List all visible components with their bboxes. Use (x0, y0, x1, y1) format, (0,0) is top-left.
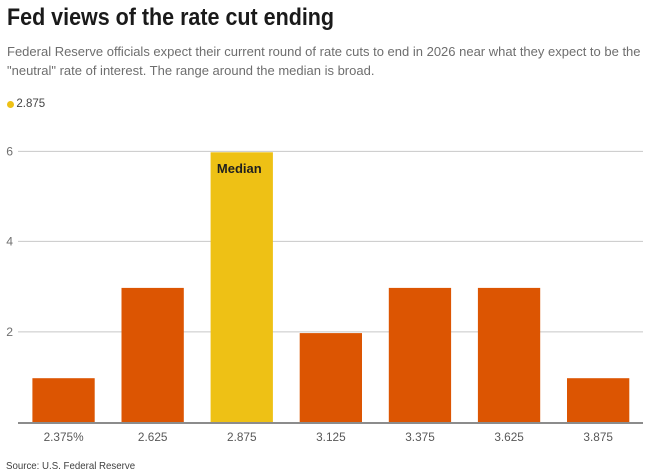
svg-text:4: 4 (6, 235, 13, 249)
svg-text:2.375%: 2.375% (44, 430, 85, 444)
svg-text:Median: Median (217, 161, 262, 176)
svg-text:3.375: 3.375 (405, 430, 435, 444)
svg-text:6: 6 (6, 145, 13, 159)
svg-text:3.625: 3.625 (494, 430, 524, 444)
svg-text:2.875: 2.875 (227, 430, 257, 444)
svg-text:3.875: 3.875 (583, 430, 613, 444)
svg-text:2.625: 2.625 (138, 430, 168, 444)
svg-text:2: 2 (6, 325, 13, 339)
svg-text:3.125: 3.125 (316, 430, 346, 444)
